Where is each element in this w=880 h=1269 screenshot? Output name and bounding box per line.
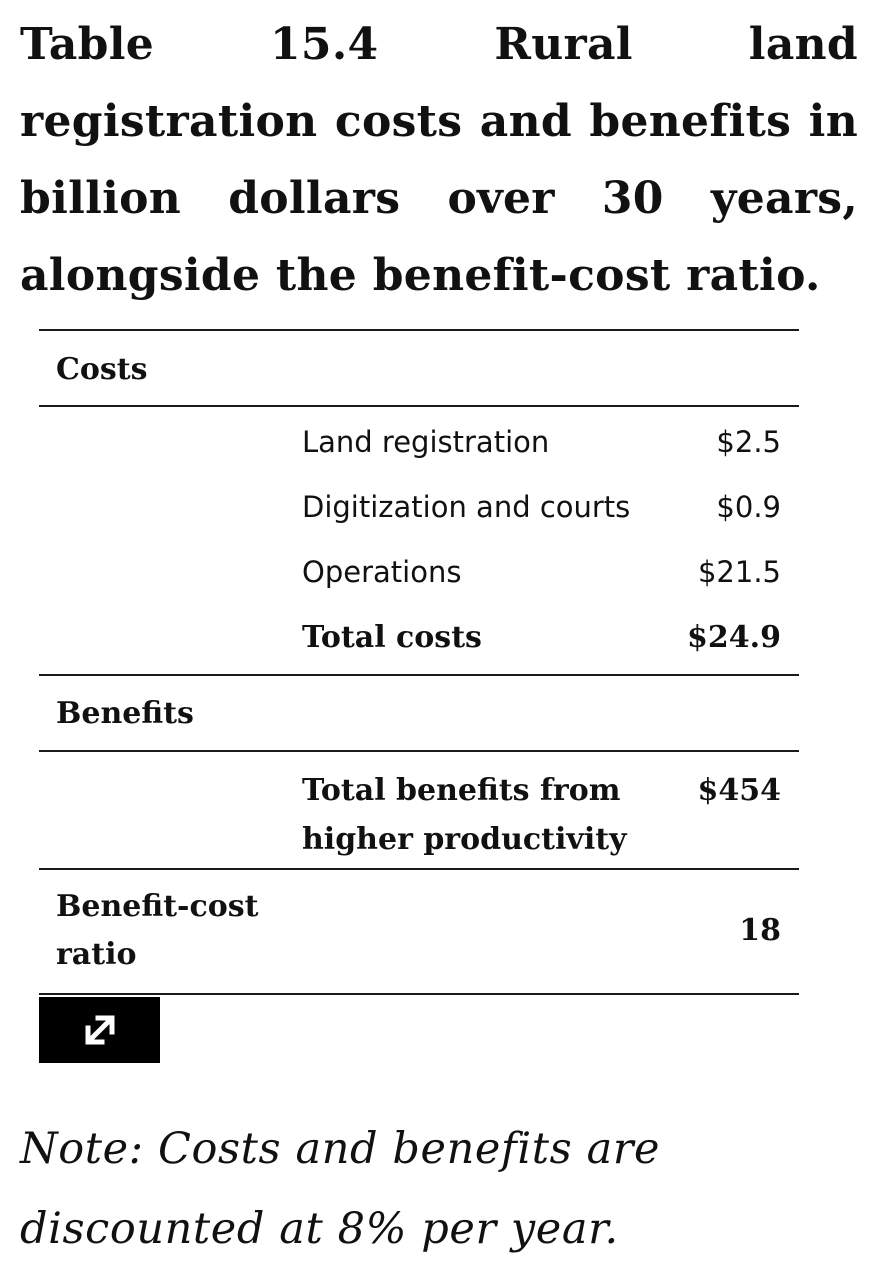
costs-section-heading: Costs (56, 352, 148, 387)
total-costs-label: Total costs (302, 620, 482, 655)
divider (39, 674, 799, 676)
total-costs-value: $24.9 (687, 620, 781, 655)
table-row: Digitization and courts $0.9 (39, 475, 799, 540)
benefits-section-heading: Benefits (56, 696, 194, 731)
ratio-label: Benefit-cost ratio (56, 889, 259, 972)
total-costs-row: Total costs $24.9 (39, 605, 799, 670)
expand-table-button[interactable] (39, 997, 160, 1063)
total-benefits-label: Total benefits from higher productivity (302, 773, 627, 857)
table-row: Land registration $2.5 (39, 410, 799, 475)
cost-label: Land registration (302, 425, 550, 459)
ratio-value: 18 (739, 913, 781, 948)
table-row: Operations $21.5 (39, 540, 799, 605)
total-benefits-row: Total benefits from higher productivity … (39, 752, 799, 868)
cost-value: $0.9 (716, 490, 781, 524)
table-bottom-rule (39, 993, 799, 995)
table-note: Note: Costs and benefits are discounted … (20, 1124, 661, 1254)
cost-label: Digitization and courts (302, 490, 631, 524)
divider (39, 868, 799, 870)
cost-label: Operations (302, 555, 462, 589)
cost-benefit-table: Costs Land registration $2.5 Digitizatio… (39, 329, 799, 995)
cost-value: $2.5 (716, 425, 781, 459)
divider (39, 405, 799, 407)
divider (39, 750, 799, 752)
benefit-cost-ratio-row: Benefit-cost ratio 18 (39, 870, 799, 993)
total-benefits-value: $454 (697, 773, 782, 808)
costs-section-body: Land registration $2.5 Digitization and … (39, 407, 799, 674)
table-top-rule (39, 329, 799, 331)
cost-value: $21.5 (697, 555, 781, 589)
table-title: Table 15.4 Rural land registration costs… (20, 19, 858, 301)
expand-arrows-icon (85, 1015, 114, 1045)
